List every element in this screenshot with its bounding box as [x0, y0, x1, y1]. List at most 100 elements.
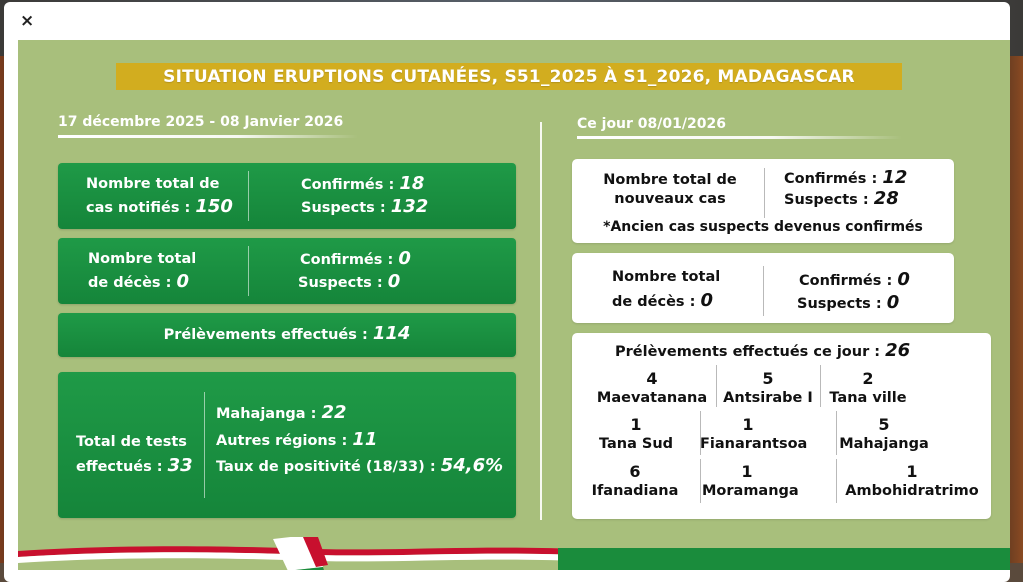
today-samples-label: Prélèvements effectués ce jour : — [615, 344, 881, 360]
close-icon[interactable]: × — [20, 11, 35, 31]
deaths-divider — [248, 246, 249, 296]
samples-value: 114 — [372, 323, 411, 344]
new-cases-confirmed-value: 12 — [882, 167, 908, 188]
tests-other-label: Autres régions : — [216, 433, 348, 449]
district-divider — [836, 411, 837, 455]
deaths-suspects-label: Suspects : — [298, 275, 383, 291]
samples-box: Prélèvements effectués : 114 — [58, 313, 516, 357]
today-deaths-suspects-value: 0 — [886, 292, 900, 313]
deaths-label-1: Nombre total — [88, 251, 197, 267]
district-divider — [836, 459, 837, 503]
today-deaths-total-value: 0 — [700, 290, 713, 311]
today-deaths-confirmed-label: Confirmés : — [799, 273, 893, 289]
today-deaths-label-1: Nombre total — [612, 269, 721, 285]
today-samples-value: 26 — [885, 340, 911, 361]
cases-divider — [248, 171, 249, 221]
district-cell: 1 Ambohidratrimo — [840, 462, 984, 500]
district-name: Tana ville — [829, 390, 907, 406]
district-count: 1 — [906, 462, 918, 481]
tests-label-2-text: effectués : — [76, 459, 163, 475]
district-count: 6 — [629, 462, 641, 481]
tests-label-2: effectués : 33 — [76, 457, 193, 476]
district-name: Moramanga — [702, 483, 799, 499]
district-divider — [700, 411, 701, 455]
samples-line: Prélèvements effectués : 114 — [58, 325, 516, 344]
district-name: Antsirabe I — [723, 390, 813, 406]
right-period-title: Ce jour 08/01/2026 — [577, 116, 726, 132]
new-cases-box: Nombre total de nouveaux cas Confirmés :… — [572, 159, 954, 243]
total-cases-label-2-text: cas notifiés : — [86, 200, 191, 216]
deaths-confirmed-value: 0 — [398, 248, 411, 269]
district-name: Ambohidratrimo — [845, 483, 979, 499]
tests-positivity-label: Taux de positivité (18/33) : — [216, 459, 436, 475]
district-name: Fianarantsoa — [700, 436, 808, 452]
total-deaths-box: Nombre total de décès : 0 Confirmés : 0 … — [58, 238, 516, 304]
district-name: Ifanadiana — [591, 483, 679, 499]
cases-suspects-label: Suspects : — [301, 200, 386, 216]
new-cases-label-2: nouveaux cas — [614, 191, 726, 207]
bottom-green-band — [558, 548, 1010, 570]
district-name: Mahajanga — [839, 436, 929, 452]
district-divider — [700, 459, 701, 503]
left-period-title: 17 décembre 2025 - 08 Janvier 2026 — [58, 114, 344, 130]
district-cell: 5 Mahajanga — [839, 415, 929, 453]
cases-suspects-value: 132 — [390, 196, 429, 217]
total-cases-label-1: Nombre total de — [86, 176, 220, 192]
deaths-label-2-text: de décès : — [88, 275, 172, 291]
deaths-suspects-value: 0 — [387, 271, 401, 292]
today-samples-line: Prélèvements effectués ce jour : 26 — [615, 342, 910, 361]
ribbon-flag-red — [303, 537, 328, 567]
district-count: 1 — [741, 462, 753, 481]
district-count: 1 — [630, 415, 642, 434]
tests-divider — [204, 392, 205, 498]
today-samples-box: Prélèvements effectués ce jour : 26 4 Ma… — [572, 333, 991, 519]
today-deaths-box: Nombre total de décès : 0 Confirmés : 0 … — [572, 253, 954, 323]
district-count: 5 — [878, 415, 890, 434]
infographic-poster: SITUATION ERUPTIONS CUTANÉES, S51_2025 À… — [18, 40, 1010, 570]
tests-mahajanga-label: Mahajanga : — [216, 406, 317, 422]
deaths-label-2: de décès : 0 — [88, 273, 189, 292]
district-count: 4 — [646, 369, 658, 388]
district-count: 1 — [742, 415, 754, 434]
new-cases-confirmed: Confirmés : 12 — [784, 169, 907, 188]
total-cases-label-2: cas notifiés : 150 — [86, 198, 233, 217]
today-deaths-divider — [763, 266, 764, 316]
tests-positivity-value: 54,6% — [440, 455, 504, 476]
today-deaths-confirmed: Confirmés : 0 — [799, 271, 910, 290]
district-divider — [820, 365, 821, 407]
cases-confirmed: Confirmés : 18 — [301, 175, 424, 194]
district-name: Tana Sud — [598, 436, 674, 452]
today-deaths-suspects-label: Suspects : — [797, 296, 882, 312]
deaths-confirmed: Confirmés : 0 — [300, 250, 411, 269]
tests-positivity: Taux de positivité (18/33) : 54,6% — [216, 457, 503, 476]
tests-other-value: 11 — [352, 429, 378, 450]
new-cases-suspects-label: Suspects : — [784, 192, 869, 208]
image-modal: × SITUATION ERUPTIONS CUTANÉES, S51_2025… — [4, 2, 1010, 582]
tests-mahajanga-value: 22 — [321, 402, 347, 423]
deaths-total-value: 0 — [176, 271, 189, 292]
cases-confirmed-label: Confirmés : — [301, 177, 395, 193]
samples-label: Prélèvements effectués : — [163, 327, 368, 343]
today-deaths-suspects: Suspects : 0 — [797, 294, 899, 313]
tests-other-regions: Autres régions : 11 — [216, 431, 377, 450]
new-cases-suspects: Suspects : 28 — [784, 190, 899, 209]
left-period-underline — [58, 135, 358, 138]
deaths-confirmed-label: Confirmés : — [300, 252, 394, 268]
deaths-suspects: Suspects : 0 — [298, 273, 400, 292]
total-tests-box: Total de tests effectués : 33 Mahajanga … — [58, 372, 516, 518]
new-cases-divider — [764, 168, 765, 218]
district-cell: 4 Maevatanana — [592, 369, 712, 407]
tests-total-value: 33 — [167, 455, 193, 476]
district-count: 5 — [762, 369, 774, 388]
total-cases-value: 150 — [195, 196, 233, 217]
district-count: 2 — [862, 369, 874, 388]
district-cell: 2 Tana ville — [821, 369, 915, 407]
right-period-underline — [577, 136, 902, 139]
district-divider — [716, 365, 717, 407]
district-cell: 1 Tana Sud — [594, 415, 678, 453]
total-cases-box: Nombre total de cas notifiés : 150 Confi… — [58, 163, 516, 229]
district-cell: 1 Fianarantsoa — [700, 415, 808, 453]
district-name: Maevatanana — [596, 390, 708, 406]
new-cases-confirmed-label: Confirmés : — [784, 171, 878, 187]
new-cases-suspects-value: 28 — [873, 188, 899, 209]
